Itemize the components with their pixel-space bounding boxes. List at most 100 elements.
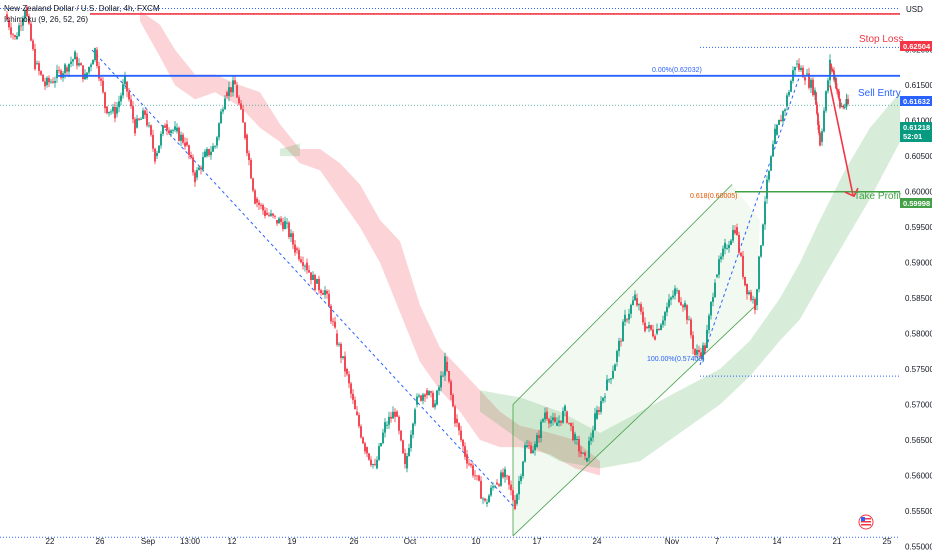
candle-body <box>174 126 176 130</box>
candle-body <box>348 374 350 384</box>
candle-body <box>534 444 536 451</box>
candle-body <box>616 351 618 362</box>
candle-body <box>198 167 200 171</box>
candle-body <box>636 298 638 306</box>
candle-body <box>448 371 450 382</box>
candle-body <box>821 131 823 142</box>
price-axis[interactable]: 0.620000.615000.610000.605000.600000.595… <box>905 46 932 550</box>
candle-body <box>196 170 198 178</box>
candle-body <box>24 11 26 19</box>
candle-body <box>296 248 298 251</box>
candle-body <box>612 370 614 379</box>
candle-body <box>604 396 606 398</box>
candle-body <box>530 445 532 454</box>
us-flag-icon[interactable] <box>858 514 874 530</box>
candle-body <box>834 77 836 80</box>
candle-body <box>402 440 404 454</box>
chart-title: New Zealand Dollar / U.S. Dollar, 4h, FX… <box>4 4 160 13</box>
candle-body <box>780 119 782 122</box>
candle-body <box>118 101 120 108</box>
candle-body <box>528 445 530 447</box>
candle-body <box>760 245 762 257</box>
candle-body <box>744 276 746 286</box>
candle-body <box>496 482 498 485</box>
candle-body <box>676 290 678 292</box>
candle-body <box>334 321 336 328</box>
candle-body <box>662 320 664 325</box>
candle-body <box>442 375 444 377</box>
candle-body <box>776 124 778 135</box>
time-axis[interactable]: 22 26 Sep 13:00 12 19 26 Oct 10 17 24 Nov 7 14 21 25 <box>46 537 892 546</box>
y-tick-label: 0.55000 <box>905 542 932 550</box>
candle-body <box>246 134 248 154</box>
candle-body <box>778 119 780 125</box>
candle-body <box>122 84 124 96</box>
candle-body <box>814 90 816 96</box>
candle-body <box>650 325 652 330</box>
candle-body <box>226 92 228 97</box>
candle-body <box>740 252 742 256</box>
candle-body <box>312 274 314 280</box>
candle-body <box>420 395 422 401</box>
candle-body <box>272 213 274 216</box>
candle-body <box>14 35 16 37</box>
currency-label: USD <box>906 5 923 14</box>
candle-body <box>674 288 676 296</box>
x-tick-label: 22 <box>46 537 55 546</box>
candle-body <box>708 315 710 330</box>
candle-body <box>278 218 280 224</box>
candle-body <box>680 302 682 306</box>
candle-body <box>720 256 722 260</box>
candle-body <box>638 304 640 306</box>
candle-body <box>268 214 270 216</box>
y-tick-label: 0.59500 <box>905 223 932 232</box>
candles <box>6 5 849 511</box>
y-tick-label: 0.61500 <box>905 81 932 90</box>
candle-body <box>240 103 242 110</box>
annotations <box>829 84 859 198</box>
candle-body <box>750 292 752 300</box>
candle-body <box>56 70 58 79</box>
candle-body <box>432 392 434 408</box>
candle-body <box>839 98 841 108</box>
candle-body <box>328 293 330 306</box>
candle-body <box>368 453 370 460</box>
candle-body <box>12 34 14 36</box>
candle-body <box>768 170 770 180</box>
candle-body <box>508 475 510 485</box>
candle-body <box>498 484 500 486</box>
candle-body <box>752 299 754 300</box>
candle-body <box>656 329 658 334</box>
candle-body <box>98 66 100 79</box>
candle-body <box>502 472 504 478</box>
candle-body <box>66 67 68 72</box>
candle-body <box>494 486 496 487</box>
candle-body <box>74 51 76 60</box>
candle-body <box>690 319 692 336</box>
candle-body <box>50 81 52 83</box>
y-tick-label: 0.56000 <box>905 471 932 480</box>
candle-body <box>356 411 358 415</box>
candle-body <box>548 419 550 424</box>
candle-body <box>384 422 386 433</box>
candle-body <box>372 464 374 466</box>
candle-body <box>506 475 508 477</box>
candle-body <box>184 142 186 147</box>
candle-body <box>40 71 42 75</box>
candle-body <box>156 152 158 157</box>
candle-body <box>718 259 720 275</box>
candle-body <box>470 463 472 466</box>
candle-body <box>104 92 106 109</box>
candle-body <box>430 391 432 393</box>
sell-entry-tag: 0.61632 <box>900 96 932 106</box>
take-profit-tag: 0.59998 <box>900 198 932 208</box>
candle-body <box>766 179 768 199</box>
candle-body <box>837 90 839 92</box>
candle-body <box>294 244 296 253</box>
candle-body <box>788 91 790 96</box>
candle-body <box>446 361 448 371</box>
candle-body <box>170 130 172 133</box>
candle-body <box>26 7 28 17</box>
candle-body <box>836 88 838 91</box>
candle-body <box>106 106 108 114</box>
